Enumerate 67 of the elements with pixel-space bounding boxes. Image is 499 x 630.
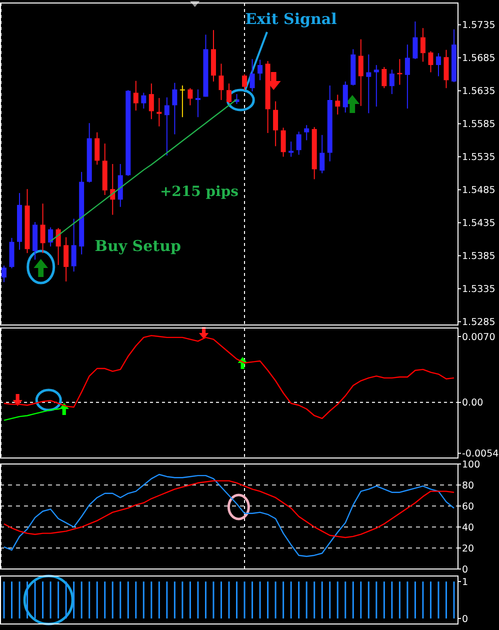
y-tick-label: 1.5585 (462, 119, 496, 130)
candlestick (250, 58, 255, 92)
candlestick (40, 203, 46, 254)
line-series (3, 474, 455, 557)
candlestick (296, 131, 302, 156)
candlestick (172, 82, 178, 135)
candlestick (412, 20, 418, 60)
candlestick (335, 94, 340, 116)
candlestick (444, 49, 449, 89)
y-tick-label: 1.5435 (462, 218, 496, 230)
y-tick-label: 1.5735 (462, 20, 496, 32)
y-tick-label: 100 (462, 459, 480, 470)
y-tick-label: 1.5635 (462, 86, 496, 98)
annotation: +215 pips (160, 184, 239, 200)
y-tick-label: 1.5385 (462, 251, 496, 262)
candlestick (397, 58, 402, 86)
candlestick (164, 96, 170, 156)
candlestick (48, 226, 54, 247)
y-tick-label: 1.5285 (462, 317, 496, 328)
line-series (3, 480, 455, 538)
y-tick-label: -0.0054 (462, 448, 499, 460)
candlestick (273, 100, 278, 147)
candlestick (188, 88, 193, 106)
candlestick (382, 66, 387, 89)
y-tick-label: 0 (462, 564, 468, 576)
y-tick-label: 0.0070 (462, 332, 496, 343)
y-tick-label: 1 (462, 576, 468, 588)
candlestick (320, 134, 325, 174)
candlestick (258, 59, 263, 81)
candlestick (156, 98, 162, 127)
y-tick-label: 40 (462, 522, 474, 534)
y-tick-label: 0 (462, 614, 468, 625)
candlestick (404, 44, 410, 110)
candlestick (420, 28, 426, 62)
candlestick (141, 92, 146, 110)
candlestick (242, 74, 248, 91)
candlestick (56, 228, 61, 266)
candlestick (428, 50, 434, 73)
candlestick (195, 88, 200, 118)
y-tick-label: 1.5535 (462, 152, 496, 164)
candlestick (288, 141, 294, 158)
y-tick-label: 60 (462, 501, 474, 512)
y-tick-label: 80 (462, 480, 474, 492)
candlestick (366, 54, 372, 114)
candlestick (280, 127, 286, 158)
candlestick (374, 64, 379, 108)
y-tick-label: 0.00 (462, 398, 484, 409)
candlestick (218, 63, 224, 100)
candlestick (133, 80, 138, 112)
y-tick-label: 1.5335 (462, 284, 496, 296)
candlestick (342, 81, 348, 114)
candlestick (389, 69, 394, 95)
candlestick (2, 265, 6, 283)
annotation: Buy Setup (94, 237, 182, 255)
candlestick (180, 84, 185, 118)
y-tick-label: 1.5485 (462, 185, 496, 196)
annotation: Exit Signal (245, 10, 338, 28)
candlestick (148, 83, 154, 120)
candlestick (94, 132, 100, 166)
candlestick (226, 83, 232, 104)
candlestick (304, 124, 310, 141)
candlestick (71, 218, 76, 272)
y-tick-label: 1.5685 (462, 53, 496, 64)
candlestick (358, 38, 364, 106)
candlestick (64, 236, 69, 282)
candlestick (436, 52, 441, 77)
y-tick-label: 20 (462, 543, 474, 554)
